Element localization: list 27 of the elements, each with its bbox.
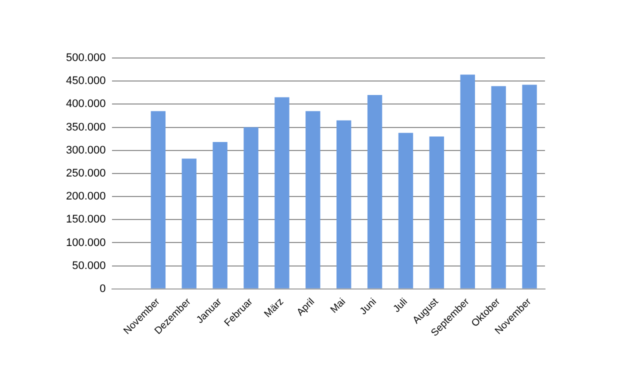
y-tick-label: 350.000 [66,121,106,134]
x-tick-label: Juli [391,296,410,315]
bar [460,74,475,288]
bar [398,132,414,288]
bar [306,111,320,288]
y-tick-label: 50.000 [72,260,106,272]
y-tick-label: 100.000 [66,236,106,249]
bar [522,84,537,288]
y-tick-label: 0 [100,282,106,295]
y-tick-label: 400.000 [66,98,106,110]
bar [244,127,258,288]
y-tick-label: 250.000 [66,167,106,180]
y-tick-label: 450.000 [66,75,106,88]
y-tick-label: 200.000 [66,190,106,203]
y-tick-label: 500.000 [66,52,106,64]
bar [212,142,228,288]
y-tick-label: 150.000 [66,214,106,226]
bar [336,120,352,288]
x-tick-label: Juni [358,296,379,318]
x-tick-label: Mai [328,296,348,316]
bar [182,158,196,288]
bar [367,94,382,288]
bar [491,86,506,288]
bar [429,136,444,288]
bar [150,111,166,288]
bar [274,97,290,288]
y-tick-label: 300.000 [66,144,106,156]
